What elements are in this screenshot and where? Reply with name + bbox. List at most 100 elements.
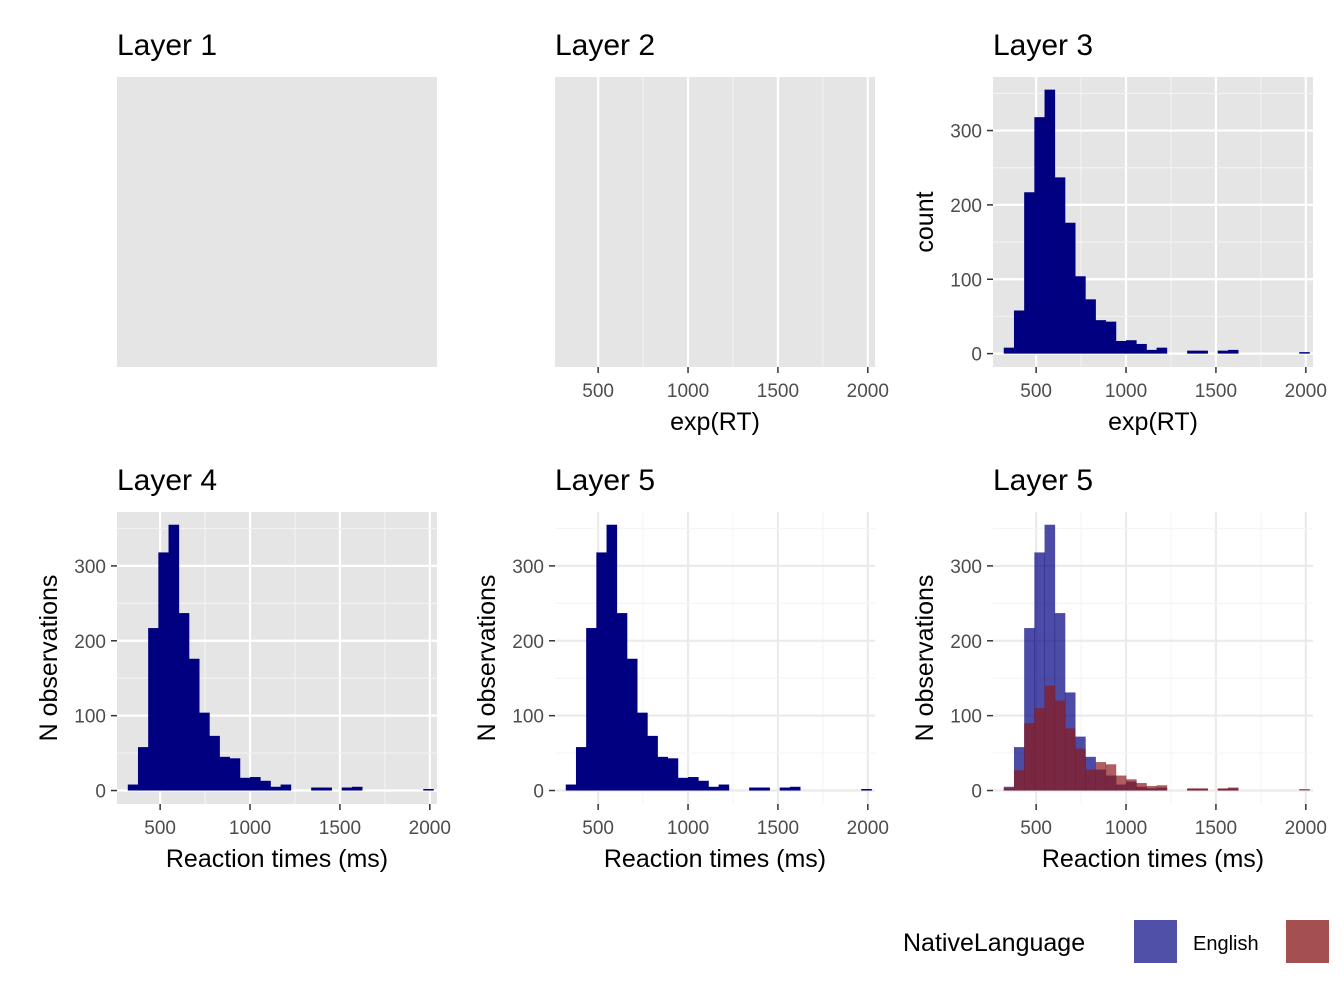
histogram-bar <box>677 777 689 791</box>
x-axis-label: Reaction times (ms) <box>166 845 388 873</box>
histogram-bar <box>137 747 149 791</box>
series-2 <box>1003 685 1310 791</box>
histogram-bar <box>698 780 709 791</box>
histogram-bar <box>280 784 292 791</box>
y-tick-label: 300 <box>74 557 106 578</box>
y-tick-label: 0 <box>971 345 982 366</box>
y-tick-label: 0 <box>971 782 982 803</box>
histogram-bar <box>1217 350 1229 354</box>
panel-background <box>117 77 437 367</box>
x-tick-label: 1000 <box>667 381 709 402</box>
histogram-bar <box>209 735 220 791</box>
x-tick-label: 500 <box>1020 818 1052 839</box>
x-axis-label: exp(RT) <box>670 408 760 436</box>
histogram-bar <box>1044 89 1056 354</box>
panel-title: Layer 2 <box>555 29 655 62</box>
y-tick-label: 200 <box>950 632 982 653</box>
histogram-bar <box>1034 552 1045 791</box>
histogram-bar <box>1095 320 1107 354</box>
histogram-bar <box>1227 787 1239 791</box>
histogram-bar <box>1156 347 1168 354</box>
histogram-bar <box>1126 340 1137 354</box>
panel-background <box>555 77 875 367</box>
legend-title: NativeLanguage <box>903 929 1085 957</box>
histogram-bar <box>779 787 791 791</box>
histogram-bar <box>158 552 169 791</box>
legend-key-1 <box>1286 920 1329 963</box>
x-tick-label: 2000 <box>409 818 451 839</box>
y-tick-label: 100 <box>950 270 982 291</box>
histogram-bar <box>239 777 251 791</box>
histogram-bar <box>1217 788 1229 791</box>
histogram-bar <box>1115 775 1127 791</box>
panel-1: Layer 1 <box>117 29 437 367</box>
x-axis-label: Reaction times (ms) <box>604 845 826 873</box>
histogram-bar <box>667 758 679 791</box>
x-tick-label: 1000 <box>667 818 709 839</box>
histogram-bar <box>1075 748 1086 791</box>
histogram-bar <box>708 786 719 791</box>
histogram-bar <box>1136 343 1147 354</box>
histogram-bar <box>341 787 353 791</box>
histogram-bar <box>1156 785 1168 791</box>
histogram-bar <box>789 786 801 791</box>
x-tick-label: 1500 <box>1195 818 1237 839</box>
histogram-bar <box>148 628 159 791</box>
histogram-bar <box>718 784 730 791</box>
histogram-bar <box>1136 783 1147 791</box>
y-tick-label: 200 <box>74 632 106 653</box>
histogram-bar <box>1187 788 1198 791</box>
y-tick-label: 100 <box>74 707 106 728</box>
y-axis-label: N observations <box>473 575 501 742</box>
y-axis-label: N observations <box>35 575 63 742</box>
panel-title: Layer 5 <box>993 464 1093 497</box>
histogram-bar <box>1013 310 1025 354</box>
histogram-bar <box>260 780 271 791</box>
series-1 <box>565 524 872 791</box>
x-tick-label: 1000 <box>229 818 271 839</box>
y-axis-label: N observations <box>911 575 939 742</box>
histogram-bar <box>616 613 628 791</box>
histogram-bar <box>1044 524 1056 791</box>
histogram-bar <box>1034 117 1045 354</box>
histogram-bar <box>1054 177 1066 354</box>
series-1 <box>127 524 434 791</box>
histogram-bar <box>1227 349 1239 354</box>
histogram-bar <box>1044 685 1056 791</box>
histogram-bar <box>321 787 332 791</box>
histogram-bar <box>606 524 618 791</box>
histogram-bar <box>127 784 139 791</box>
histogram-bar <box>1095 762 1107 791</box>
histogram-bar <box>219 756 231 791</box>
y-tick-label: 300 <box>512 557 544 578</box>
x-tick-label: 500 <box>1020 381 1052 402</box>
y-tick-label: 0 <box>533 782 544 803</box>
histogram-bar <box>1024 192 1035 354</box>
legend-key-0 <box>1134 920 1177 963</box>
series-1 <box>1003 89 1310 354</box>
histogram-bar <box>637 712 648 791</box>
histogram-bar <box>1013 747 1025 791</box>
histogram-bar <box>1299 352 1310 354</box>
histogram-bar <box>1064 222 1076 354</box>
x-tick-label: 2000 <box>1285 381 1327 402</box>
panel-title: Layer 4 <box>117 464 217 497</box>
histogram-bar <box>596 552 607 791</box>
histogram-bar <box>1105 764 1117 791</box>
histogram-bar <box>1115 340 1127 354</box>
y-tick-label: 100 <box>512 707 544 728</box>
x-tick-label: 2000 <box>847 818 889 839</box>
y-axis-label: count <box>911 191 939 252</box>
histogram-bar <box>423 789 434 791</box>
histogram-bar <box>229 758 241 791</box>
x-tick-label: 500 <box>582 381 614 402</box>
histogram-bar <box>1187 350 1198 354</box>
histogram-bar <box>759 787 770 791</box>
histogram-bar <box>351 786 363 791</box>
histogram-bar <box>1085 299 1096 354</box>
histogram-bar <box>1299 789 1310 791</box>
panel-title: Layer 3 <box>993 29 1093 62</box>
